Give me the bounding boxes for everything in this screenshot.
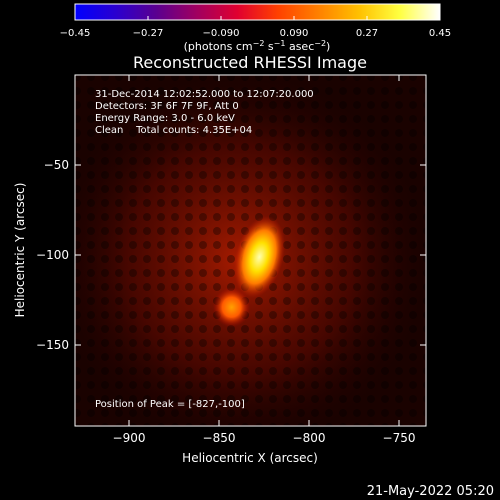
colorbar-tick-label: 0.45 [429,28,451,39]
emission-sources [212,215,286,328]
colorbar-tick-label: 0.27 [356,28,378,39]
annotation-energy-range: Energy Range: 3.0 - 6.0 keV [95,113,235,124]
y-axis-label: Heliocentric Y (arcsec) [13,183,27,318]
annotation-time-range: 31-Dec-2014 12:02:52.000 to 12:07:20.000 [95,89,314,100]
x-tick-label: −850 [203,431,236,445]
x-tick-label: −900 [113,431,146,445]
annotation-total-counts: Clean Total counts: 4.35E+04 [95,125,252,136]
peak-position-label: Position of Peak = [-827,-100] [95,399,245,410]
colorbar [74,3,441,21]
y-axis: −50 −100 −150 [36,158,426,352]
timestamp: 21-May-2022 05:20 [367,484,494,499]
x-axis: −900 −850 −800 −750 [113,75,416,445]
plot-frame [74,74,427,427]
colorbar-tick-label: 0.090 [280,28,309,39]
colorbar-ticks: −0.45 −0.27 −0.090 0.090 0.27 0.45 [60,16,451,39]
colorbar-tick-label: −0.45 [60,28,91,39]
emission-source-primary [233,215,286,299]
annotation-detectors: Detectors: 3F 6F 7F 9F, Att 0 [95,101,239,112]
chart-title: Reconstructed RHESSI Image [133,53,367,72]
colorbar-tick-label: −0.090 [202,28,239,39]
y-tick-label: −150 [36,338,69,352]
colorbar-unit-label: (photons cm−2 s−1 asec−2) [184,39,331,53]
heatmap-image [75,75,426,426]
emission-source-secondary [212,287,251,328]
x-tick-label: −800 [293,431,326,445]
y-tick-label: −100 [36,248,69,262]
x-tick-label: −750 [383,431,416,445]
y-tick-label: −50 [44,158,69,172]
colorbar-tick-label: −0.27 [133,28,164,39]
x-axis-label: Heliocentric X (arcsec) [182,451,318,465]
